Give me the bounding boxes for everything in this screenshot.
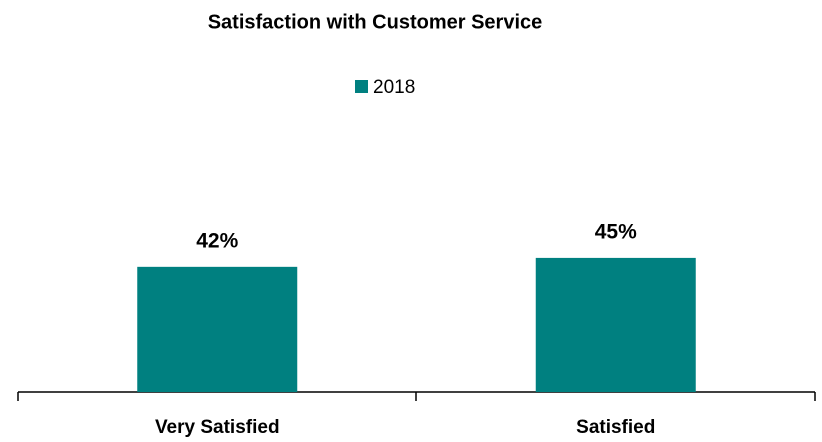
data-label: 45% <box>595 220 637 243</box>
data-label: 42% <box>196 229 238 252</box>
bar <box>535 257 696 392</box>
chart-title: Satisfaction with Customer Service <box>208 11 543 33</box>
legend-swatch <box>355 80 368 93</box>
bar <box>137 266 298 392</box>
legend-label: 2018 <box>373 77 415 98</box>
x-tick-label: Very Satisfied <box>155 417 280 438</box>
x-tick-label: Satisfied <box>576 417 655 438</box>
